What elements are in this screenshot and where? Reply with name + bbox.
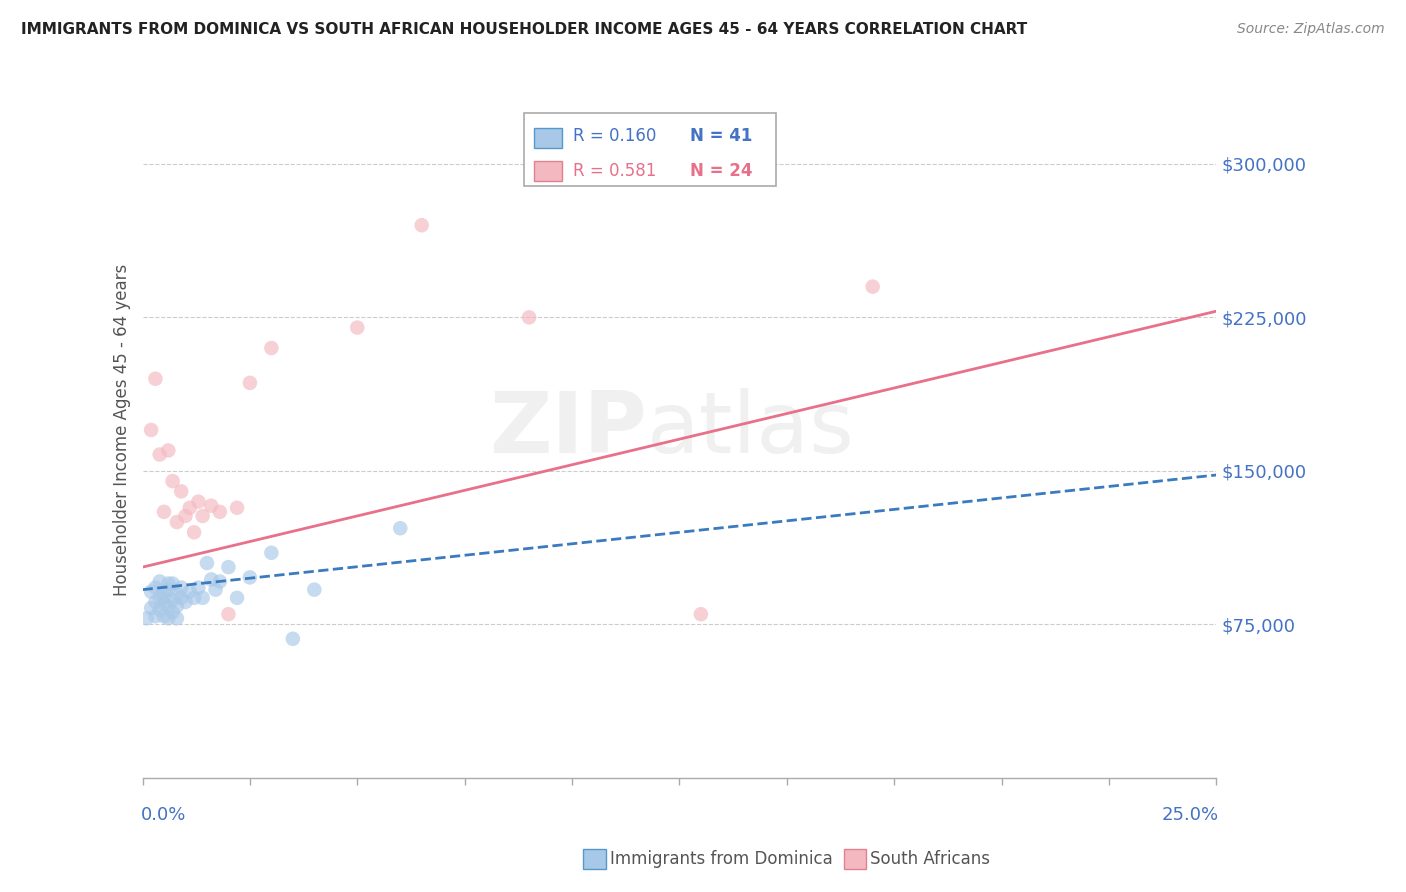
Point (166, 515, 188, 529)
Point (200, 573, 222, 587)
Point (153, 597, 176, 611)
Point (304, 582, 326, 597)
Point (153, 505, 176, 519)
Point (162, 474, 184, 488)
Point (191, 591, 214, 605)
Point (183, 525, 205, 540)
Bar (534, 161, 562, 181)
Point (166, 587, 188, 601)
Point (208, 574, 231, 589)
Point (157, 611, 180, 625)
Point (217, 607, 239, 622)
Point (166, 599, 188, 613)
Point (149, 603, 172, 617)
Y-axis label: Householder Income Ages 45 - 64 years: Householder Income Ages 45 - 64 years (114, 264, 131, 596)
Point (191, 508, 214, 523)
Point (689, 607, 711, 622)
Text: N = 41: N = 41 (690, 127, 752, 145)
Point (411, 218, 433, 232)
Point (170, 484, 193, 499)
Point (179, 500, 201, 515)
Point (170, 581, 193, 595)
Point (149, 448, 172, 462)
Point (226, 500, 249, 515)
Text: Immigrants from Dominica: Immigrants from Dominica (610, 850, 832, 868)
Point (260, 546, 283, 560)
Point (166, 611, 188, 625)
Point (149, 574, 172, 589)
Point (187, 494, 209, 508)
Point (139, 601, 162, 615)
FancyBboxPatch shape (523, 113, 776, 186)
Point (162, 576, 184, 591)
Point (204, 582, 226, 597)
Point (226, 591, 249, 605)
Point (217, 560, 239, 574)
Text: R = 0.160: R = 0.160 (574, 127, 657, 145)
Text: N = 24: N = 24 (690, 162, 752, 180)
Text: R = 0.581: R = 0.581 (574, 162, 657, 180)
Point (135, 611, 157, 625)
Text: atlas: atlas (647, 388, 855, 472)
Point (281, 632, 304, 646)
Point (174, 595, 197, 609)
Point (183, 591, 205, 605)
Point (145, 595, 167, 609)
Point (346, 320, 368, 334)
Point (145, 372, 167, 386)
Bar (534, 128, 562, 148)
Point (157, 599, 180, 613)
Point (139, 423, 162, 437)
Point (145, 609, 167, 624)
Text: 25.0%: 25.0% (1161, 805, 1219, 824)
Point (517, 310, 540, 325)
Text: IMMIGRANTS FROM DOMINICA VS SOUTH AFRICAN HOUSEHOLDER INCOME AGES 45 - 64 YEARS : IMMIGRANTS FROM DOMINICA VS SOUTH AFRICA… (21, 22, 1028, 37)
Point (174, 508, 197, 523)
Point (187, 581, 209, 595)
Point (162, 605, 184, 619)
Point (157, 582, 180, 597)
Point (139, 584, 162, 599)
Point (200, 499, 222, 513)
Point (162, 593, 184, 607)
Text: South Africans: South Africans (870, 850, 990, 868)
Point (145, 581, 167, 595)
Point (862, 279, 884, 293)
Point (195, 556, 218, 570)
Point (389, 521, 412, 535)
Point (260, 341, 283, 355)
Point (153, 591, 176, 605)
Point (153, 584, 176, 599)
Point (157, 576, 180, 591)
Point (208, 505, 231, 519)
Point (149, 591, 172, 605)
Point (239, 376, 262, 390)
Text: 0.0%: 0.0% (141, 805, 186, 824)
Point (239, 570, 262, 584)
Point (170, 591, 193, 605)
Text: Source: ZipAtlas.com: Source: ZipAtlas.com (1237, 22, 1385, 37)
Text: ZIP: ZIP (489, 388, 647, 472)
Point (157, 443, 180, 458)
Point (153, 609, 176, 624)
Point (179, 584, 201, 599)
